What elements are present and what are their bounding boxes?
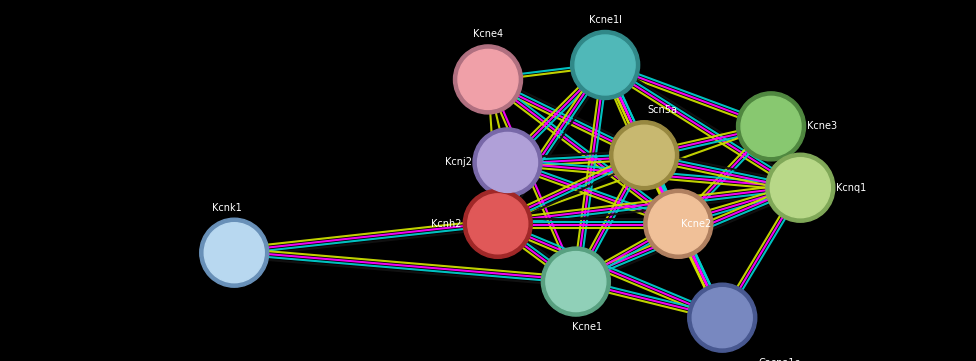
Circle shape xyxy=(200,218,268,287)
Circle shape xyxy=(464,189,532,258)
Circle shape xyxy=(575,35,635,95)
Text: Scn5a: Scn5a xyxy=(647,105,677,115)
Text: Kcne1l: Kcne1l xyxy=(589,15,622,25)
Circle shape xyxy=(473,128,542,197)
Circle shape xyxy=(737,92,805,161)
Circle shape xyxy=(614,125,674,185)
Text: Kcne3: Kcne3 xyxy=(807,121,837,131)
Text: Kcne1: Kcne1 xyxy=(572,322,601,332)
Circle shape xyxy=(688,283,756,352)
Circle shape xyxy=(546,252,606,312)
Circle shape xyxy=(692,288,752,348)
Text: Kcnj2: Kcnj2 xyxy=(444,157,471,168)
Text: Kcnh2: Kcnh2 xyxy=(431,219,462,229)
Text: Kcnk1: Kcnk1 xyxy=(212,203,242,213)
Circle shape xyxy=(766,153,834,222)
Text: Kcnq1: Kcnq1 xyxy=(836,183,867,193)
Circle shape xyxy=(770,158,831,218)
Text: Kcne4: Kcne4 xyxy=(473,29,503,39)
Circle shape xyxy=(468,194,528,254)
Circle shape xyxy=(644,189,712,258)
Circle shape xyxy=(610,121,678,190)
Circle shape xyxy=(571,30,639,100)
Text: Cacna1c: Cacna1c xyxy=(758,358,800,361)
Circle shape xyxy=(542,247,610,316)
Circle shape xyxy=(741,96,801,156)
Circle shape xyxy=(454,45,522,114)
Circle shape xyxy=(204,223,264,283)
Circle shape xyxy=(477,132,538,192)
Circle shape xyxy=(648,194,709,254)
Circle shape xyxy=(458,49,518,109)
Text: Kcne2: Kcne2 xyxy=(681,219,712,229)
